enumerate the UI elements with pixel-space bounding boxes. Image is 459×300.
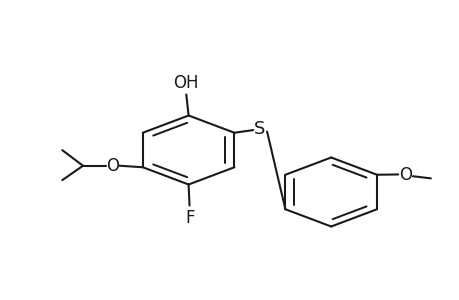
- Text: O: O: [106, 157, 119, 175]
- Text: S: S: [253, 120, 265, 138]
- Text: OH: OH: [173, 74, 199, 92]
- Text: O: O: [398, 166, 411, 184]
- Text: F: F: [185, 209, 194, 227]
